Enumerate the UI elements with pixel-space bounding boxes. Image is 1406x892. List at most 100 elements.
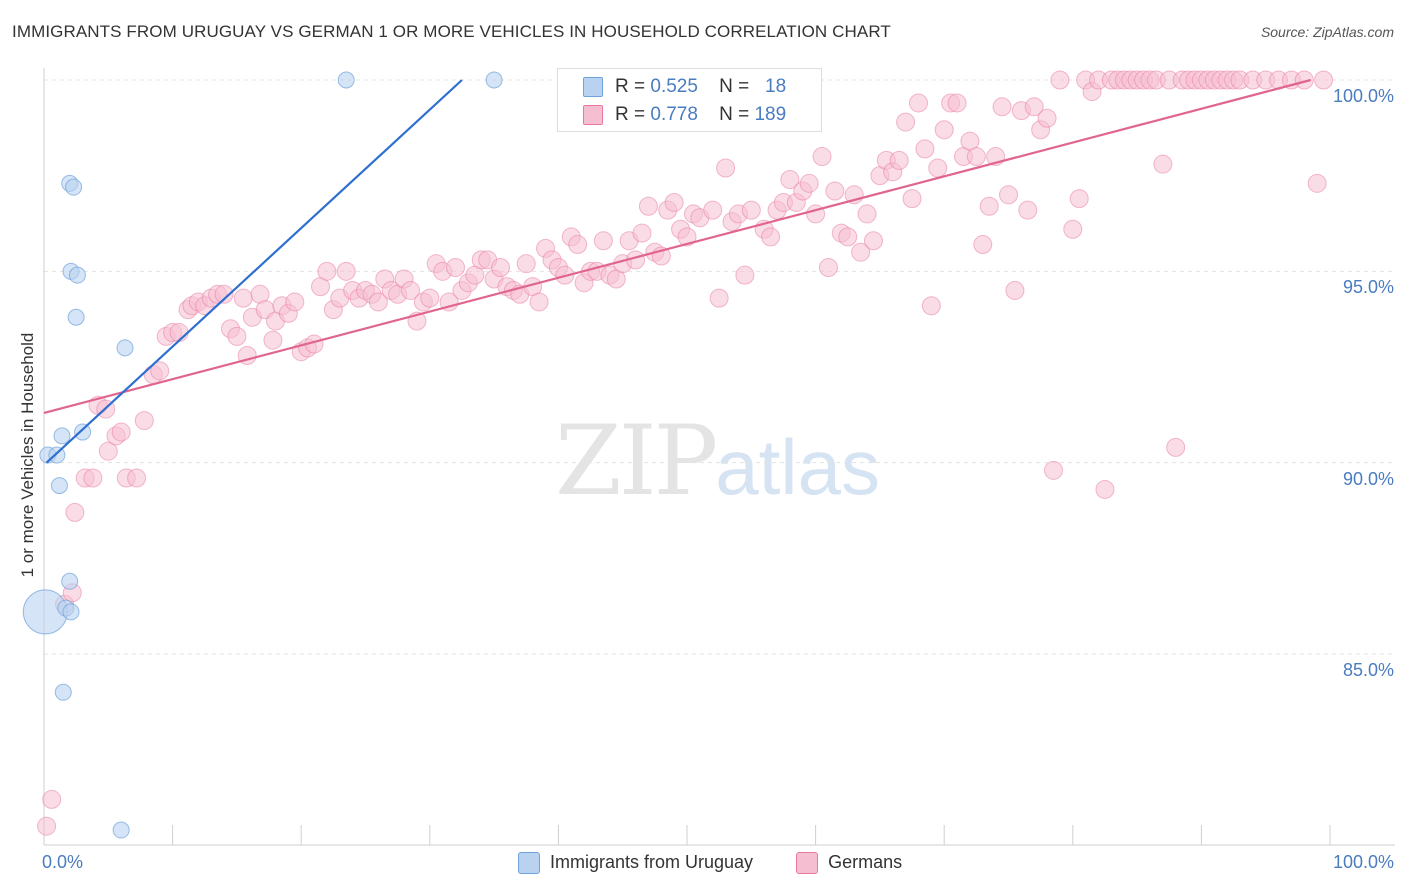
german-point	[37, 816, 57, 836]
legend-row-germans: R = 0.778 N = 189	[583, 104, 786, 126]
uruguay-point	[48, 446, 66, 464]
correlation-legend: R = 0.525 N = 18 R = 0.778 N = 189	[557, 68, 822, 132]
german-point	[1314, 70, 1334, 90]
german-point	[902, 189, 922, 209]
legend-n-label: N =	[719, 104, 750, 125]
german-point	[1050, 70, 1070, 90]
german-point	[761, 227, 781, 247]
legend-r-value-germans: 0.778	[650, 104, 698, 125]
german-point	[285, 292, 305, 312]
german-point	[65, 502, 85, 522]
german-point	[1018, 200, 1038, 220]
german-point	[818, 258, 838, 278]
series-legend: Immigrants from Uruguay Germans	[518, 852, 940, 875]
german-point	[921, 296, 941, 316]
legend-r-label: R =	[615, 104, 646, 125]
legend-swatch-uruguay	[518, 852, 540, 875]
german-point	[263, 330, 283, 350]
german-point	[928, 158, 948, 178]
legend-swatch-uruguay	[583, 76, 603, 97]
german-point	[150, 361, 170, 381]
german-point	[98, 441, 118, 461]
legend-r-label: R =	[615, 76, 646, 97]
german-point	[336, 261, 356, 281]
watermark: ZIPatlas	[555, 405, 880, 517]
chart-title: IMMIGRANTS FROM URUGUAY VS GERMAN 1 OR M…	[12, 22, 891, 41]
legend-n-label: N =	[719, 76, 750, 97]
german-point	[233, 288, 253, 308]
legend-swatch-germans	[796, 852, 819, 875]
german-point	[812, 147, 832, 167]
uruguay-point	[337, 71, 355, 89]
german-point	[632, 223, 652, 243]
legend-swatch-germans	[583, 104, 603, 125]
german-point	[83, 468, 103, 488]
uruguay-point	[74, 423, 92, 441]
uruguay-point	[116, 339, 134, 357]
uruguay-point	[67, 308, 85, 326]
german-point	[1294, 70, 1314, 90]
german-point	[999, 185, 1018, 205]
german-point	[1307, 173, 1327, 193]
uruguay-point	[53, 427, 71, 445]
german-point	[915, 139, 935, 159]
german-point	[1024, 97, 1044, 117]
german-point	[1166, 437, 1186, 457]
german-point	[317, 261, 337, 281]
y-tick-label: 95.0%	[1342, 277, 1394, 298]
german-point	[529, 292, 549, 312]
german-point	[825, 181, 845, 201]
german-point	[992, 97, 1012, 117]
uruguay-point	[112, 821, 130, 839]
german-point	[741, 200, 761, 220]
german-point	[446, 258, 466, 278]
german-point	[1069, 189, 1089, 209]
uruguay-trend-line	[45, 79, 463, 464]
german-point	[368, 292, 388, 312]
x-tick-label: 100.0%	[1332, 852, 1394, 872]
german-point	[1063, 219, 1083, 239]
german-point	[664, 192, 684, 212]
german-point	[896, 112, 916, 132]
legend-label-germans: Germans	[828, 852, 903, 872]
german-point	[1037, 108, 1057, 128]
german-point	[134, 411, 154, 431]
y-axis-title: 1 or more Vehicles in Household	[18, 332, 37, 578]
german-point	[420, 288, 440, 308]
german-point	[851, 242, 871, 262]
y-tick-label: 85.0%	[1342, 660, 1394, 680]
german-point	[593, 231, 613, 251]
german-trend-line	[43, 78, 1311, 414]
german-point	[677, 227, 697, 247]
german-point	[491, 258, 511, 278]
german-point	[401, 280, 421, 300]
german-point	[857, 204, 877, 224]
uruguay-point	[61, 572, 79, 590]
german-point	[568, 235, 588, 255]
x-tick-label: 0.0%	[42, 852, 84, 872]
chart-source: Source: ZipAtlas.com	[1260, 24, 1394, 40]
german-point	[169, 323, 189, 343]
legend-row-uruguay: R = 0.525 N = 18	[583, 76, 786, 98]
german-point	[1153, 154, 1173, 174]
german-point	[1005, 280, 1025, 300]
german-point	[1044, 460, 1064, 480]
legend-r-value-uruguay: 0.525	[650, 76, 698, 97]
german-point	[966, 147, 986, 167]
german-point	[908, 93, 928, 113]
german-point	[934, 120, 954, 140]
legend-n-value-uruguay: 18	[765, 76, 787, 97]
uruguay-point	[50, 477, 68, 495]
legend-label-uruguay: Immigrants from Uruguay	[550, 852, 754, 872]
legend-item-germans: Germans	[796, 852, 903, 875]
german-point	[1095, 479, 1115, 499]
legend-item-uruguay: Immigrants from Uruguay	[518, 852, 754, 875]
y-tick-label: 90.0%	[1342, 468, 1394, 489]
german-point	[799, 173, 819, 193]
german-point	[638, 196, 658, 216]
german-point	[863, 231, 883, 251]
uruguay-point	[54, 683, 72, 701]
german-point	[973, 235, 993, 255]
german-point	[703, 200, 723, 220]
